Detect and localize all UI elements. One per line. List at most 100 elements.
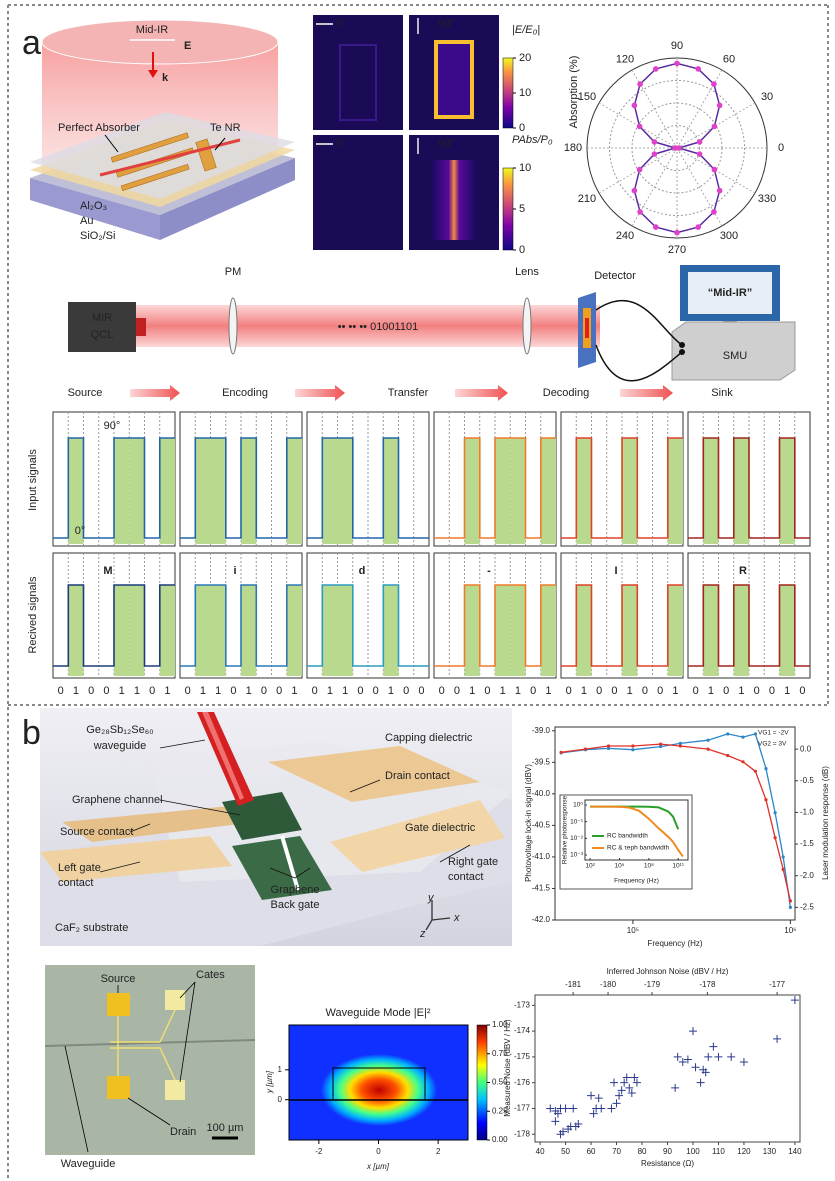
series-point (726, 754, 729, 757)
k-label: k (162, 72, 169, 84)
y-tick-label: -175 (514, 1052, 531, 1061)
bit-label: 1 (469, 685, 475, 697)
letter-label: I (614, 565, 617, 577)
bit-label: 1 (73, 685, 79, 697)
polar-point (697, 139, 703, 145)
x-tick-label: 110 (712, 1147, 725, 1156)
bit-fill (211, 585, 226, 676)
polar-tick-label: 90 (671, 40, 683, 52)
series-point (782, 855, 785, 858)
bit-label: 1 (738, 685, 744, 697)
colorbar-tick-label: 0.00 (492, 1135, 508, 1144)
y-tick-label: -40.0 (532, 789, 551, 798)
layer-label: SiO₂/Si (80, 230, 115, 242)
series-point (659, 742, 662, 745)
scale-bar-label: 100 µm (207, 1122, 244, 1134)
series-point (706, 748, 709, 751)
bit-label: 0 (261, 685, 267, 697)
angle-label: 90° (438, 18, 455, 30)
device-label: Drain contact (385, 770, 450, 782)
letter-label: i (233, 565, 236, 577)
bit-fill (576, 438, 591, 544)
letter-label: - (487, 565, 491, 577)
y-tick-label: 1 (278, 1065, 283, 1074)
colorbar-label: |E/E₀| (512, 24, 540, 36)
layer-label: Al₂O₃ (80, 200, 107, 212)
bit-fill (510, 438, 525, 544)
series-point (774, 836, 777, 839)
x-tick-label: 120 (737, 1147, 751, 1156)
polar-point (674, 230, 680, 236)
state-label: 0° (75, 525, 86, 537)
row-label: Input signals (27, 449, 39, 511)
polar-tick-label: 60 (723, 54, 735, 66)
mode-field (289, 1025, 487, 1140)
bit-label: 0 (642, 685, 648, 697)
state-label: 90° (104, 420, 121, 432)
bit-label: 0 (103, 685, 109, 697)
bit-label: 1 (200, 685, 206, 697)
series-point (754, 770, 757, 773)
source-label: QCL (91, 329, 114, 341)
micrograph-label: Drain (170, 1126, 196, 1138)
bit-label: 0 (88, 685, 94, 697)
colorbar-tick-label: 20 (519, 52, 531, 64)
device-label: CaF₂ substrate (55, 922, 128, 934)
letter-label: d (359, 565, 366, 577)
display-label: “Mid-IR” (708, 287, 753, 299)
bit-label: 0 (403, 685, 409, 697)
bit-fill (114, 585, 129, 676)
bit-label: 1 (134, 685, 140, 697)
inset-x-label: Frequency (Hz) (614, 878, 659, 885)
layer-label: Au (80, 215, 93, 227)
polar-tick-label: 120 (616, 54, 634, 66)
bit-label: 1 (215, 685, 221, 697)
bit-label: 1 (515, 685, 521, 697)
polar-point (717, 188, 723, 194)
polar-point (717, 103, 723, 109)
bit-label: 0 (58, 685, 64, 697)
bit-fill (68, 585, 83, 676)
bit-label: 1 (388, 685, 394, 697)
micrograph-label: Cates (196, 969, 225, 981)
y-tick-label: -174 (514, 1026, 531, 1035)
bit-label: 1 (627, 685, 633, 697)
device-label: Ge₂₈Sb₁₂Se₆₀ (86, 724, 153, 736)
bit-fill (668, 438, 683, 544)
bit-label: 0 (149, 685, 155, 697)
bit-fill (338, 585, 353, 676)
bit-label: 0 (769, 685, 775, 697)
bit-label: 1 (342, 685, 348, 697)
bit-label: 1 (708, 685, 714, 697)
series-point (679, 744, 682, 747)
x2-tick-label: -181 (565, 980, 582, 989)
bit-fill (287, 585, 302, 676)
device-label: Capping dielectric (385, 732, 473, 744)
series-point (706, 739, 709, 742)
bit-fill (322, 585, 337, 676)
device-label: contact (448, 871, 483, 883)
x2-tick-label: -180 (600, 980, 617, 989)
bit-fill (780, 585, 795, 676)
y-tick-label: -173 (514, 1000, 531, 1009)
bit-fill (211, 438, 226, 544)
micrograph-label: Waveguide (61, 1158, 116, 1170)
bit-fill (541, 438, 556, 544)
bit-label: 0 (357, 685, 363, 697)
y-tick-label: -41.5 (532, 884, 551, 893)
bit-fill (338, 438, 353, 544)
bit-fill (114, 438, 129, 544)
bit-fill (622, 585, 637, 676)
series-point (741, 735, 744, 738)
series-point (607, 744, 610, 747)
x-axis-label: Resistance (Ω) (641, 1159, 694, 1168)
bit-fill (383, 585, 398, 676)
y-tick-label: -178 (514, 1129, 531, 1138)
colorbar-tick-label: 10 (519, 87, 531, 99)
polar-point (652, 151, 658, 157)
bit-fill (241, 438, 256, 544)
bit-label: 0 (312, 685, 318, 697)
series-point (560, 751, 563, 754)
polar-point (672, 145, 678, 151)
x-tick-label: 40 (536, 1147, 545, 1156)
